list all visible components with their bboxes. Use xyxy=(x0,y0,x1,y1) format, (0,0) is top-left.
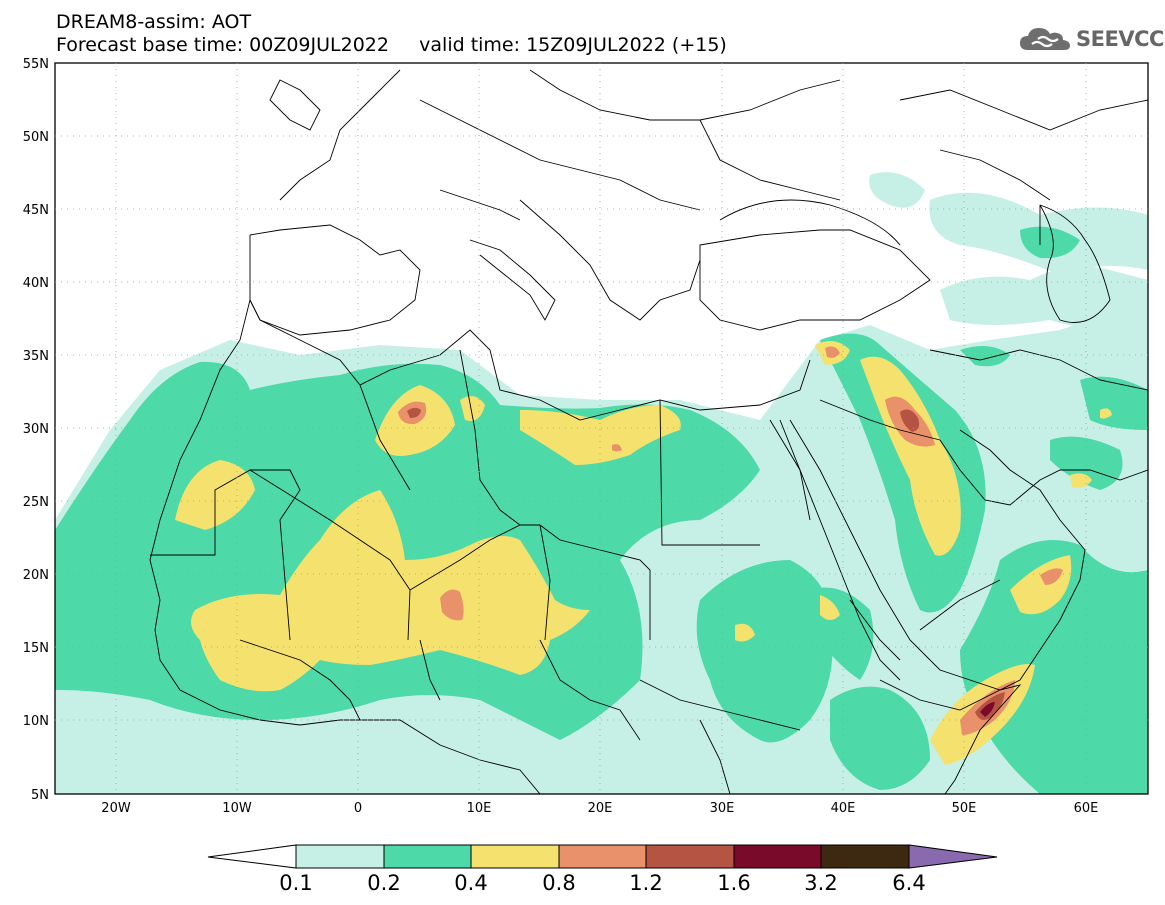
lon-label: 60E xyxy=(1074,801,1099,816)
lon-label: 30E xyxy=(710,801,735,816)
colorbar xyxy=(207,844,998,869)
aot-level-1.6 xyxy=(980,702,995,717)
colorbar-swatch xyxy=(470,844,560,869)
title-line-2: Forecast base time: 00Z09JUL2022 valid t… xyxy=(56,34,727,56)
colorbar-tick: 0.1 xyxy=(279,871,312,895)
colorbar-tick: 6.4 xyxy=(892,871,925,895)
colorbar-swatch xyxy=(645,844,735,869)
colorbar-ticks: 0.1 0.2 0.4 0.8 1.2 1.6 3.2 6.4 xyxy=(279,871,925,895)
colorbar-above-triangle xyxy=(908,844,998,869)
lat-label: 25N xyxy=(23,495,49,510)
lat-axis: 55N 50N 45N 40N 35N 30N 25N 20N 15N 10N … xyxy=(23,57,49,803)
colorbar-swatch xyxy=(558,844,647,869)
lon-label: 20W xyxy=(101,801,131,816)
colorbar-tick: 3.2 xyxy=(804,871,837,895)
lon-label: 20E xyxy=(588,801,613,816)
coastlines-borders xyxy=(149,69,1148,794)
lon-label: 50E xyxy=(952,801,977,816)
colorbar-swatch xyxy=(820,844,910,869)
colorbar-tick: 1.6 xyxy=(717,871,750,895)
lat-label: 15N xyxy=(23,641,49,656)
lon-label: 10W xyxy=(222,801,252,816)
colorbar-swatch xyxy=(383,844,472,869)
lon-label: 10E xyxy=(467,801,492,816)
lon-label: 40E xyxy=(831,801,856,816)
colorbar-swatch xyxy=(733,844,822,869)
aot-field xyxy=(55,63,1148,794)
lon-axis: 20W 10W 0 10E 20E 30E 40E 50E 60E xyxy=(101,801,1098,816)
seevccc-logo: SEEVCCC xyxy=(1018,22,1165,56)
map-grid xyxy=(55,63,1148,794)
logo-text: SEEVCCC xyxy=(1076,27,1165,51)
lat-label: 5N xyxy=(31,788,49,803)
lat-label: 10N xyxy=(23,714,49,729)
lat-label: 40N xyxy=(23,276,49,291)
colorbar-swatch xyxy=(295,844,385,869)
colorbar-below-triangle xyxy=(207,844,297,869)
cloud-icon xyxy=(1020,28,1070,50)
lat-label: 20N xyxy=(23,568,49,583)
map-frame xyxy=(54,62,1149,795)
colorbar-tick: 0.4 xyxy=(454,871,487,895)
lat-label: 30N xyxy=(23,422,49,437)
colorbar-tick: 1.2 xyxy=(629,871,662,895)
lat-label: 50N xyxy=(23,130,49,145)
lat-label: 45N xyxy=(23,203,49,218)
lat-label: 35N xyxy=(23,349,49,364)
colorbar-tick: 0.8 xyxy=(542,871,575,895)
colorbar-tick: 0.2 xyxy=(367,871,400,895)
lon-label: 0 xyxy=(354,801,362,816)
lat-label: 55N xyxy=(23,57,49,72)
title-line-1: DREAM8-assim: AOT xyxy=(56,11,252,33)
